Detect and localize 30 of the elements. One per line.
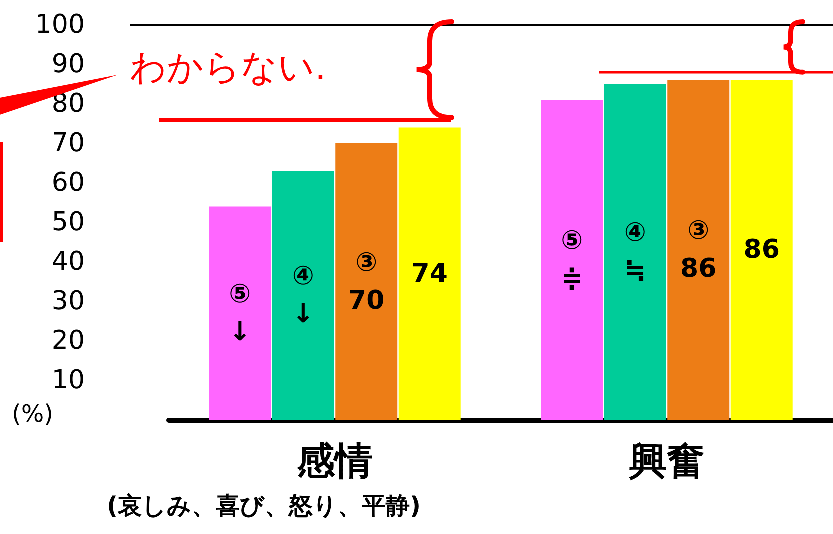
y-tick-label: 10 — [52, 366, 85, 396]
bar — [604, 84, 666, 420]
data-label: ⑤ ≑ — [561, 226, 584, 294]
bar — [336, 144, 398, 420]
data-label: ④ ≒ — [624, 218, 646, 286]
y-tick-label: 70 — [52, 128, 85, 158]
x-tick-label: 感情 — [296, 439, 373, 483]
y-tick-label: 90 — [52, 50, 85, 80]
bar — [730, 80, 793, 420]
bar — [668, 80, 730, 420]
y-tick-label: 40 — [52, 247, 85, 277]
x-tick-label: 興奮 — [628, 439, 705, 483]
y-tick-label: 100 — [35, 10, 85, 40]
y-tick-label: 50 — [52, 208, 85, 238]
data-label: ④ ↓ — [292, 262, 314, 330]
y-axis-title: (%) — [12, 400, 54, 428]
y-tick-label: 30 — [52, 286, 85, 316]
bar — [541, 100, 604, 420]
data-label: ⑤ ↓ — [229, 279, 252, 348]
y-tick-label: 60 — [52, 168, 85, 198]
bar — [272, 171, 334, 420]
text: (哀しみ、喜び、怒り、平静) — [107, 492, 421, 520]
bar — [398, 128, 461, 420]
data-label: 74 — [412, 258, 448, 289]
annotation: わからない. — [130, 48, 326, 88]
y-tick-label: 20 — [52, 326, 85, 356]
data-label: ③ 86 — [680, 216, 717, 284]
data-label: ③ 70 — [348, 248, 385, 316]
bar — [209, 206, 272, 420]
data-label: 86 — [744, 235, 780, 266]
